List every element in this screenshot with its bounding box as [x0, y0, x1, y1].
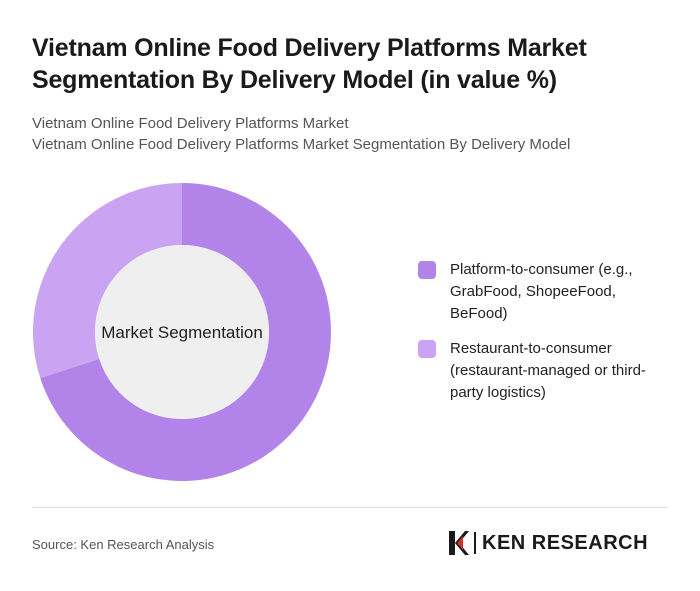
chart-title: Vietnam Online Food Delivery Platforms M…	[32, 34, 587, 94]
donut-slice-restaurant	[32, 183, 183, 379]
ken-research-logo: KEN RESEARCH	[447, 529, 648, 557]
logo-separator	[474, 532, 476, 554]
source-note: Source: Ken Research Analysis	[32, 537, 215, 552]
chart-subtitle: Vietnam Online Food Delivery Platforms M…	[32, 113, 672, 155]
donut-center	[95, 245, 269, 419]
legend-item-restaurant: Restaurant-to-consumer (restaurant-manag…	[418, 338, 668, 404]
donut-chart: Market Segmentation	[32, 183, 332, 481]
legend-swatch-platform	[418, 261, 436, 279]
donut-slice-platform	[40, 183, 332, 481]
legend-item-platform: Platform-to-consumer (e.g., GrabFood, Sh…	[418, 259, 668, 325]
chart-legend: Platform-to-consumer (e.g., GrabFood, Sh…	[418, 259, 668, 417]
ken-research-logo-text: KEN RESEARCH	[482, 531, 649, 554]
legend-label-restaurant: Restaurant-to-consumer (restaurant-manag…	[450, 340, 646, 401]
donut-center-label: Market Segmentation	[101, 323, 263, 342]
footer-divider	[32, 507, 668, 508]
ken-research-logo-icon	[449, 531, 469, 555]
legend-swatch-restaurant	[418, 340, 436, 358]
subtitle-line-2: Vietnam Online Food Delivery Platforms M…	[32, 136, 571, 153]
legend-label-platform: Platform-to-consumer (e.g., GrabFood, Sh…	[450, 261, 633, 322]
subtitle-line-1: Vietnam Online Food Delivery Platforms M…	[32, 115, 349, 132]
